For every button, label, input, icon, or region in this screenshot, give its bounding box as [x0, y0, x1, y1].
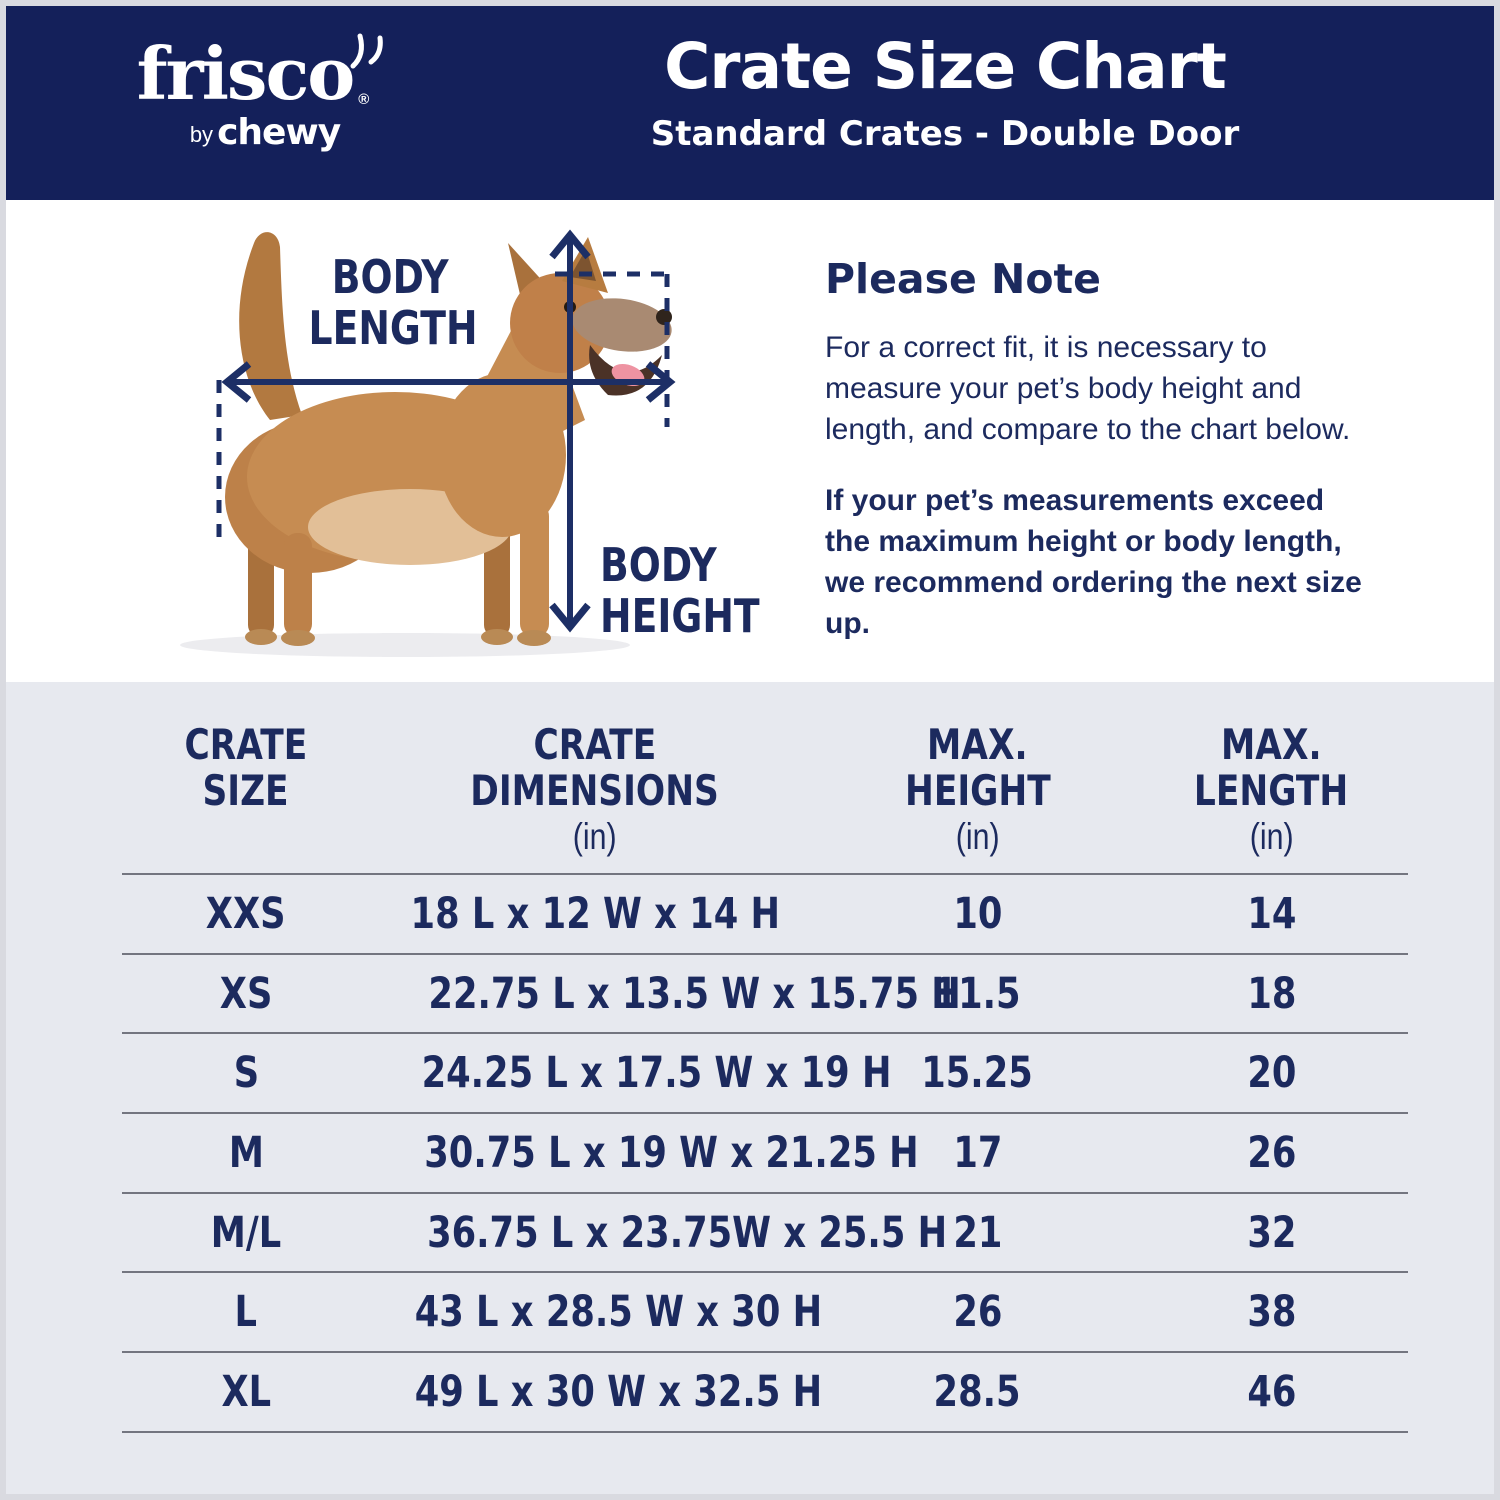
dimensions-cell: 24.25 L x 17.5 W x 19 H — [421, 1048, 892, 1099]
dimensions-cell: 43 L x 28.5 W x 30 H — [414, 1287, 823, 1338]
table-row-m: M 30.75 L x 19 W x 21.25 H 17 26 — [122, 1114, 1408, 1194]
max-height-cell: 21 — [952, 1207, 1003, 1258]
max-height-cell: 28.5 — [934, 1366, 1021, 1417]
dimensions-header-line1: CRATE — [533, 720, 657, 769]
body-height-line1: BODY — [600, 538, 717, 592]
max-length-header-unit: (in) — [1249, 816, 1294, 858]
column-header-crate-dimensions: CRATE DIMENSIONS (in) — [370, 682, 820, 873]
table-row-xxs: XXS 18 L x 12 W x 14 H 10 14 — [122, 875, 1408, 955]
size-table: CRATE SIZE CRATE DIMENSIONS (in) MAX. HE… — [122, 682, 1408, 1433]
logo-byline: by chewy — [135, 112, 395, 153]
max-length-header-line2: LENGTH — [1194, 766, 1349, 816]
header-band: frisco ® by chewy Crate Size Chart Standa… — [0, 0, 1500, 200]
max-height-cell: 17 — [952, 1127, 1003, 1178]
table-row-s: S 24.25 L x 17.5 W x 19 H 15.25 20 — [122, 1034, 1408, 1115]
dimensions-header-unit: (in) — [573, 816, 617, 858]
byline-by: by — [189, 122, 214, 147]
column-header-max-height: MAX. HEIGHT (in) — [820, 682, 1135, 873]
crate-size-cell: M/L — [210, 1207, 282, 1258]
dimensions-header-line2: DIMENSIONS — [470, 766, 720, 816]
frisco-wordmark-line: frisco ® — [137, 33, 384, 110]
crate-size-cell: XS — [219, 968, 273, 1019]
dimensions-cell: 22.75 L x 13.5 W x 15.75 H — [428, 968, 961, 1019]
max-height-cell: 10 — [952, 888, 1003, 939]
max-length-header-line1: MAX. — [1221, 720, 1322, 769]
crate-size-cell: L — [234, 1287, 258, 1338]
crate-size-header-line1: CRATE — [184, 720, 308, 769]
body-height-arrow — [549, 229, 591, 633]
registered-trademark: ® — [358, 91, 370, 108]
max-length-cell: 14 — [1246, 888, 1297, 939]
table-row-l: L 43 L x 28.5 W x 30 H 26 38 — [122, 1273, 1408, 1354]
note-paragraph-1: For a correct fit, it is necessary to me… — [825, 331, 1351, 446]
dog-measurement-illustration — [180, 229, 676, 657]
max-height-header-line2: HEIGHT — [904, 766, 1051, 816]
dog-illustration — [225, 232, 672, 646]
dimensions-cell: 36.75 L x 23.75W x 25.5 H — [427, 1207, 948, 1258]
max-length-cell: 20 — [1246, 1048, 1297, 1099]
max-height-cell: 26 — [952, 1287, 1003, 1338]
header-titles: Crate Size Chart Standard Crates - Doubl… — [470, 30, 1420, 155]
dimensions-cell: 18 L x 12 W x 14 H — [410, 888, 781, 939]
table-row-xs: XS 22.75 L x 13.5 W x 15.75 H 11.5 18 — [122, 955, 1408, 1035]
whiskers-icon — [350, 33, 384, 69]
body-length-line1: BODY — [331, 250, 449, 304]
page-title: Crate Size Chart — [664, 30, 1227, 103]
body-length-arrow — [221, 361, 676, 403]
body-length-label: BODY LENGTH — [290, 252, 490, 353]
max-length-cell: 46 — [1246, 1366, 1297, 1417]
crate-size-cell: S — [233, 1048, 259, 1099]
chewy-wordmark: chewy — [217, 112, 341, 153]
max-height-cell: 15.25 — [921, 1048, 1034, 1099]
crate-size-cell: XXS — [206, 888, 286, 939]
frisco-logo: frisco ® by chewy — [95, 33, 395, 153]
body-height-label: BODY HEIGHT — [600, 540, 795, 641]
body-height-line2: HEIGHT — [600, 588, 760, 643]
table-header-row: CRATE SIZE CRATE DIMENSIONS (in) MAX. HE… — [122, 682, 1408, 875]
body-length-line2: LENGTH — [308, 300, 478, 355]
max-length-cell: 18 — [1246, 968, 1297, 1019]
size-table-section: CRATE SIZE CRATE DIMENSIONS (in) MAX. HE… — [0, 682, 1500, 1500]
max-length-cell: 38 — [1246, 1287, 1297, 1338]
column-header-max-length: MAX. LENGTH (in) — [1135, 682, 1408, 873]
max-height-header-line1: MAX. — [927, 720, 1028, 769]
crate-size-cell: M — [228, 1127, 264, 1178]
max-length-cell: 32 — [1246, 1207, 1297, 1258]
max-height-header-unit: (in) — [955, 816, 1000, 858]
measurement-diagram-section: BODY LENGTH BODY HEIGHT Please Note For … — [0, 200, 1500, 682]
note-heading: Please Note — [825, 255, 1101, 303]
dimensions-cell: 30.75 L x 19 W x 21.25 H — [424, 1127, 919, 1178]
dimensions-cell: 49 L x 30 W x 32.5 H — [414, 1366, 823, 1417]
column-header-crate-size: CRATE SIZE — [122, 682, 370, 873]
note-section: Please Note For a correct fit, it is nec… — [825, 255, 1370, 644]
note-paragraph-2: If your pet’s measurements exceed the ma… — [825, 484, 1362, 640]
table-row-xl: XL 49 L x 30 W x 32.5 H 28.5 46 — [122, 1353, 1408, 1433]
dashed-guides — [216, 271, 670, 540]
max-length-cell: 26 — [1246, 1127, 1297, 1178]
max-height-cell: 11.5 — [934, 968, 1021, 1019]
crate-size-header-line2: SIZE — [202, 766, 290, 816]
table-row-ml: M/L 36.75 L x 23.75W x 25.5 H 21 32 — [122, 1194, 1408, 1274]
frisco-wordmark: frisco — [136, 31, 356, 116]
page-subtitle: Standard Crates - Double Door — [650, 114, 1240, 155]
crate-size-cell: XL — [221, 1366, 271, 1417]
